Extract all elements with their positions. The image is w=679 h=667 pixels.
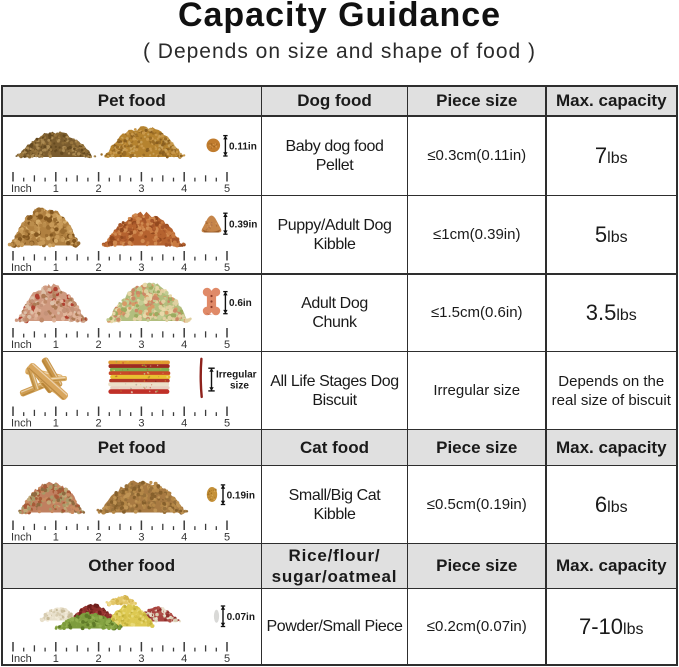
svg-text:2: 2 xyxy=(96,262,102,274)
svg-text:2: 2 xyxy=(96,417,102,429)
svg-text:4: 4 xyxy=(181,653,187,665)
svg-text:Inch: Inch xyxy=(11,653,32,665)
svg-text:4: 4 xyxy=(181,531,187,543)
svg-text:3: 3 xyxy=(138,183,144,195)
svg-text:1: 1 xyxy=(53,262,59,274)
svg-text:4: 4 xyxy=(181,417,187,429)
svg-text:2: 2 xyxy=(96,183,102,195)
svg-text:4: 4 xyxy=(181,262,187,274)
svg-text:1: 1 xyxy=(53,531,59,543)
svg-text:1: 1 xyxy=(53,339,59,351)
svg-text:Inch: Inch xyxy=(11,417,32,429)
svg-text:3: 3 xyxy=(138,339,144,351)
svg-text:0.07in: 0.07in xyxy=(227,611,255,622)
svg-text:0.11in: 0.11in xyxy=(229,141,257,152)
svg-text:5: 5 xyxy=(224,183,230,195)
svg-text:5: 5 xyxy=(224,653,230,665)
svg-text:2: 2 xyxy=(96,339,102,351)
svg-text:5: 5 xyxy=(224,531,230,543)
svg-text:5: 5 xyxy=(224,339,230,351)
svg-text:5: 5 xyxy=(224,417,230,429)
svg-text:2: 2 xyxy=(96,653,102,665)
svg-text:5: 5 xyxy=(224,262,230,274)
svg-text:3: 3 xyxy=(138,653,144,665)
svg-text:3: 3 xyxy=(138,417,144,429)
svg-text:4: 4 xyxy=(181,183,187,195)
svg-text:Inch: Inch xyxy=(11,183,32,195)
svg-text:Inch: Inch xyxy=(11,531,32,543)
svg-text:Irregular: Irregular xyxy=(216,369,257,380)
svg-text:3: 3 xyxy=(138,262,144,274)
svg-text:0.39in: 0.39in xyxy=(229,219,257,230)
svg-text:size: size xyxy=(230,380,249,391)
svg-text:0.6in: 0.6in xyxy=(229,298,252,309)
svg-text:Inch: Inch xyxy=(11,262,32,274)
svg-text:1: 1 xyxy=(53,183,59,195)
svg-text:Inch: Inch xyxy=(11,339,32,351)
svg-text:1: 1 xyxy=(53,417,59,429)
svg-text:4: 4 xyxy=(181,339,187,351)
svg-text:3: 3 xyxy=(138,531,144,543)
svg-text:0.19in: 0.19in xyxy=(227,490,255,501)
svg-text:2: 2 xyxy=(96,531,102,543)
svg-text:1: 1 xyxy=(53,653,59,665)
